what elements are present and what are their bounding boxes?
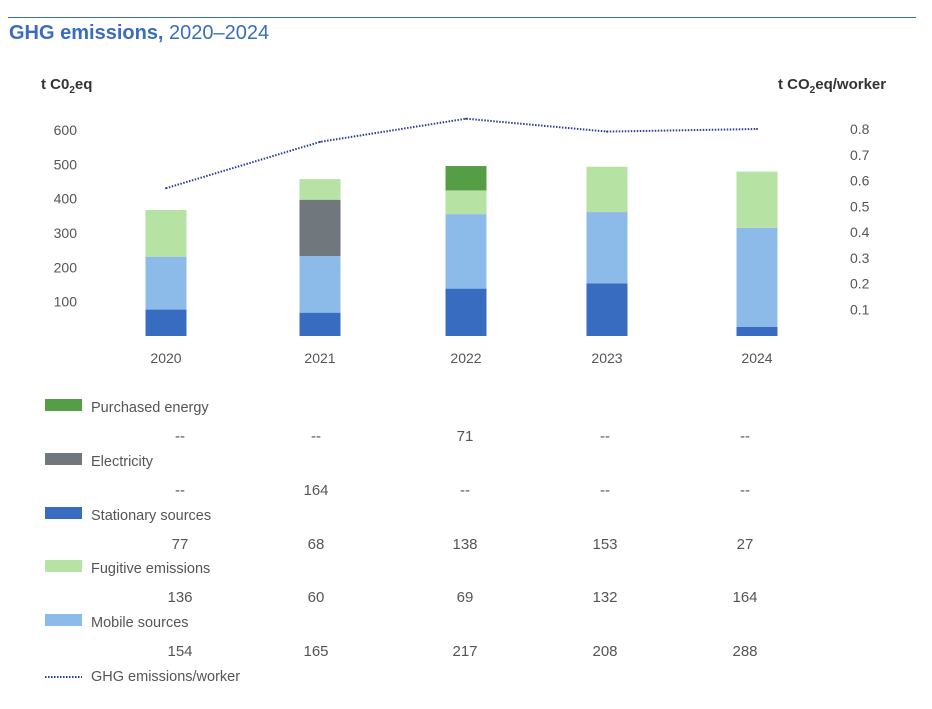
line-point xyxy=(165,187,167,190)
title-bold: GHG emissions, xyxy=(9,22,164,44)
bar-segment xyxy=(299,256,341,313)
right-tick-label: 0.6 xyxy=(850,173,870,189)
x-tick-label: 2020 xyxy=(150,350,181,366)
right-tick-label: 0.1 xyxy=(850,301,870,317)
right-tick-label: 0.2 xyxy=(850,276,870,292)
bar-segment xyxy=(736,326,778,336)
value-label: -- xyxy=(311,428,321,445)
legend-label: Electricity xyxy=(91,454,154,470)
legend-label: GHG emissions/worker xyxy=(91,669,240,685)
value-label: 68 xyxy=(308,536,325,553)
line-point xyxy=(465,117,467,120)
value-label: 138 xyxy=(452,536,477,553)
value-label: 165 xyxy=(303,643,328,660)
bar-segment xyxy=(145,309,187,336)
legend-label: Purchased energy xyxy=(91,400,209,416)
legend-swatch xyxy=(45,399,82,411)
bar-segment xyxy=(586,166,628,213)
value-label: 164 xyxy=(732,589,757,606)
legend-swatch xyxy=(45,614,82,626)
left-tick-label: 100 xyxy=(54,294,78,310)
value-label: -- xyxy=(175,428,185,445)
x-tick-label: 2021 xyxy=(304,350,335,366)
right-tick-label: 0.5 xyxy=(850,198,870,214)
right-axis-title: t CO2eq/worker xyxy=(778,76,886,96)
legend-swatch xyxy=(45,453,82,465)
right-tick-label: 0.3 xyxy=(850,250,870,266)
line-point xyxy=(319,140,321,143)
bar-segment xyxy=(299,179,341,200)
left-tick-label: 500 xyxy=(54,156,78,172)
bar-segment xyxy=(445,190,487,215)
line-point xyxy=(606,130,608,133)
value-label: 154 xyxy=(167,643,192,660)
right-tick-label: 0.7 xyxy=(850,147,870,163)
x-tick-label: 2022 xyxy=(450,350,481,366)
bar-segment xyxy=(586,212,628,284)
title-rule xyxy=(8,17,916,18)
value-label: -- xyxy=(740,428,750,445)
bar-segment xyxy=(299,199,341,257)
bar-segment xyxy=(445,288,487,336)
value-label: -- xyxy=(460,482,470,499)
left-axis-title: t C02eq xyxy=(41,76,92,96)
chart-title: GHG emissions, 2020–2024 xyxy=(9,22,269,45)
value-label: 60 xyxy=(308,589,325,606)
value-label: -- xyxy=(175,482,185,499)
value-label: 27 xyxy=(737,536,754,553)
right-tick-label: 0.8 xyxy=(850,121,870,137)
x-tick-label: 2024 xyxy=(741,350,772,366)
bar-segment xyxy=(586,283,628,336)
bar-segment xyxy=(445,166,487,191)
left-tick-label: 600 xyxy=(54,122,78,138)
value-label: 208 xyxy=(592,643,617,660)
value-label: 69 xyxy=(457,589,474,606)
bar-segment xyxy=(145,256,187,310)
left-tick-label: 300 xyxy=(54,225,78,241)
value-label: 288 xyxy=(732,643,757,660)
legend-label: Mobile sources xyxy=(91,615,189,631)
legend-swatch xyxy=(45,560,82,572)
value-label: 77 xyxy=(172,536,189,553)
value-label: 164 xyxy=(303,482,328,499)
legend-label: Stationary sources xyxy=(91,508,211,524)
bar-segment xyxy=(299,312,341,336)
value-label: 217 xyxy=(452,643,477,660)
value-label: 153 xyxy=(592,536,617,553)
line-point xyxy=(756,128,758,130)
value-label: 136 xyxy=(167,589,192,606)
value-label: 71 xyxy=(457,428,474,445)
bar-segment xyxy=(145,209,187,257)
left-tick-label: 200 xyxy=(54,259,78,275)
bar-segment xyxy=(736,171,778,228)
value-label: 132 xyxy=(592,589,617,606)
value-label: -- xyxy=(600,428,610,445)
x-tick-label: 2023 xyxy=(591,350,622,366)
legend-label: Fugitive emissions xyxy=(91,561,210,577)
bar-segment xyxy=(445,214,487,289)
value-label: -- xyxy=(600,482,610,499)
left-tick-label: 400 xyxy=(54,191,78,207)
title-years: 2020–2024 xyxy=(163,22,270,44)
bar-segment xyxy=(736,227,778,327)
legend-swatch xyxy=(45,507,82,519)
right-tick-label: 0.4 xyxy=(850,224,870,240)
value-label: -- xyxy=(740,482,750,499)
